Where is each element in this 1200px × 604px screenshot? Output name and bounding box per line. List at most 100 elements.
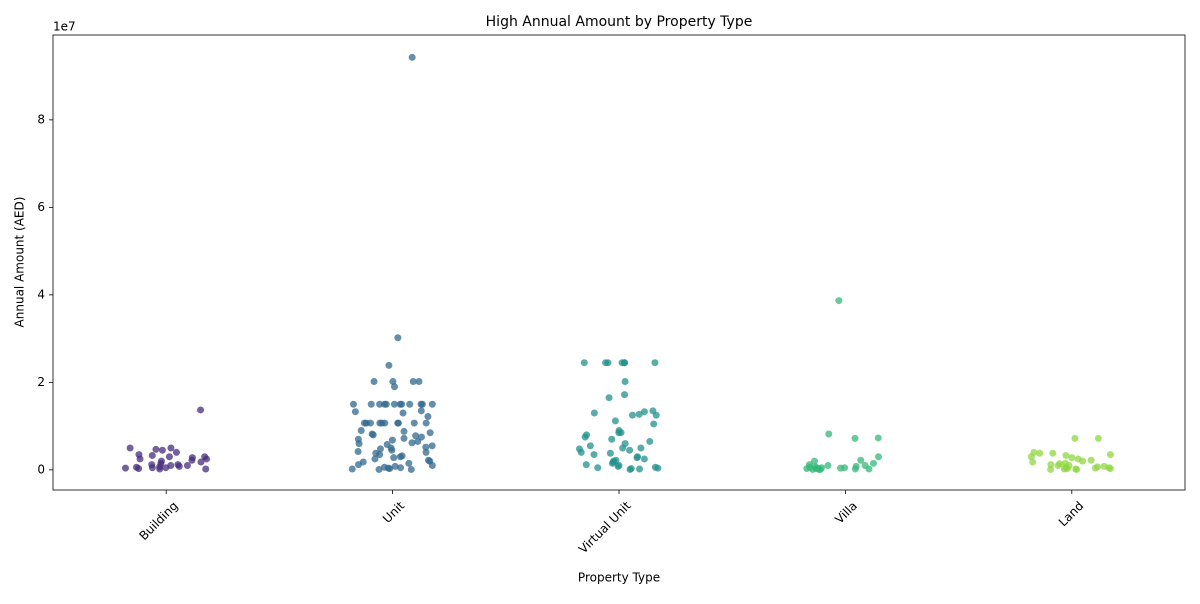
data-point [394, 419, 402, 427]
data-point [202, 465, 210, 473]
data-point [1073, 465, 1081, 473]
data-point [626, 446, 634, 454]
data-point [388, 436, 396, 444]
data-point [608, 459, 616, 467]
data-point [1027, 453, 1035, 461]
data-point [606, 449, 614, 457]
y-tick-label: 0 [37, 462, 45, 476]
data-point [362, 419, 370, 427]
data-point [414, 437, 422, 445]
data-point [640, 408, 648, 416]
data-point [197, 458, 205, 466]
data-point [590, 451, 598, 459]
data-point [412, 432, 420, 440]
data-point [175, 462, 183, 470]
data-point [422, 419, 430, 427]
data-point [640, 455, 648, 463]
y-axis-label: Annual Amount (AED) [13, 197, 27, 328]
data-point [809, 465, 817, 473]
x-axis-label: Property Type [578, 571, 660, 585]
data-point [162, 464, 170, 472]
data-point [1036, 449, 1044, 457]
data-point [183, 462, 191, 469]
data-point [389, 378, 397, 385]
data-point [869, 459, 877, 467]
data-point [582, 461, 590, 469]
data-point [418, 400, 426, 408]
data-point [376, 445, 384, 453]
x-tick-label: Unit [380, 498, 407, 525]
data-point [851, 465, 859, 473]
data-point [399, 409, 407, 417]
data-point [426, 429, 434, 437]
data-point [835, 297, 843, 305]
data-point [148, 464, 156, 472]
x-tick-label: Villa [832, 499, 860, 527]
data-point [837, 464, 845, 472]
data-point [635, 410, 643, 418]
data-point [815, 465, 823, 473]
data-point [415, 378, 423, 385]
data-point [621, 391, 629, 399]
data-point [148, 451, 156, 459]
data-point [135, 465, 143, 473]
data-point [152, 445, 160, 453]
data-point [351, 408, 359, 416]
data-point [391, 462, 399, 470]
data-point [1062, 451, 1070, 459]
plot-area: 0 2 4 6 8 Building Unit Virtual Unit Villa Land [37, 53, 1114, 556]
data-point [355, 440, 363, 448]
data-point [203, 455, 211, 463]
data-point [611, 417, 619, 425]
data-point [1106, 451, 1114, 459]
data-point [1068, 454, 1076, 462]
data-point [1087, 456, 1095, 464]
data-point [803, 465, 811, 473]
data-point [626, 465, 634, 473]
data-point [628, 411, 636, 419]
data-point [614, 462, 622, 470]
data-point [594, 464, 602, 472]
y-offset-label: 1e7 [53, 20, 76, 34]
data-point [407, 465, 415, 473]
data-point [422, 443, 430, 451]
data-point [188, 456, 196, 464]
data-point [650, 420, 658, 428]
data-point [409, 378, 417, 385]
data-point [417, 407, 425, 415]
data-point [136, 455, 144, 463]
data-point [422, 448, 430, 456]
data-point [1049, 449, 1057, 457]
data-point [398, 400, 406, 408]
data-point [1047, 465, 1055, 473]
data-point [375, 465, 383, 473]
data-point [369, 431, 377, 439]
data-point [1078, 457, 1086, 465]
data-point [824, 462, 832, 469]
data-point [615, 429, 623, 437]
data-point [620, 359, 628, 367]
data-point [410, 419, 418, 427]
data-point [370, 378, 378, 385]
data-point [621, 378, 629, 385]
data-point [391, 383, 399, 391]
data-point [408, 439, 416, 447]
data-point [405, 459, 413, 467]
data-point [811, 457, 819, 465]
data-point [158, 446, 166, 454]
data-point [167, 444, 175, 452]
data-point [386, 465, 394, 473]
data-point [1029, 458, 1037, 466]
chart-title: High Annual Amount by Property Type [486, 14, 753, 30]
data-point [1094, 434, 1102, 442]
data-point [577, 448, 585, 456]
data-point [619, 444, 627, 452]
data-point [646, 437, 654, 445]
y-tick-label: 8 [37, 112, 45, 126]
data-point [197, 406, 205, 414]
data-point [874, 434, 882, 442]
data-point [381, 419, 389, 427]
data-point [602, 359, 610, 367]
data-point [390, 400, 398, 408]
data-point [394, 334, 402, 342]
